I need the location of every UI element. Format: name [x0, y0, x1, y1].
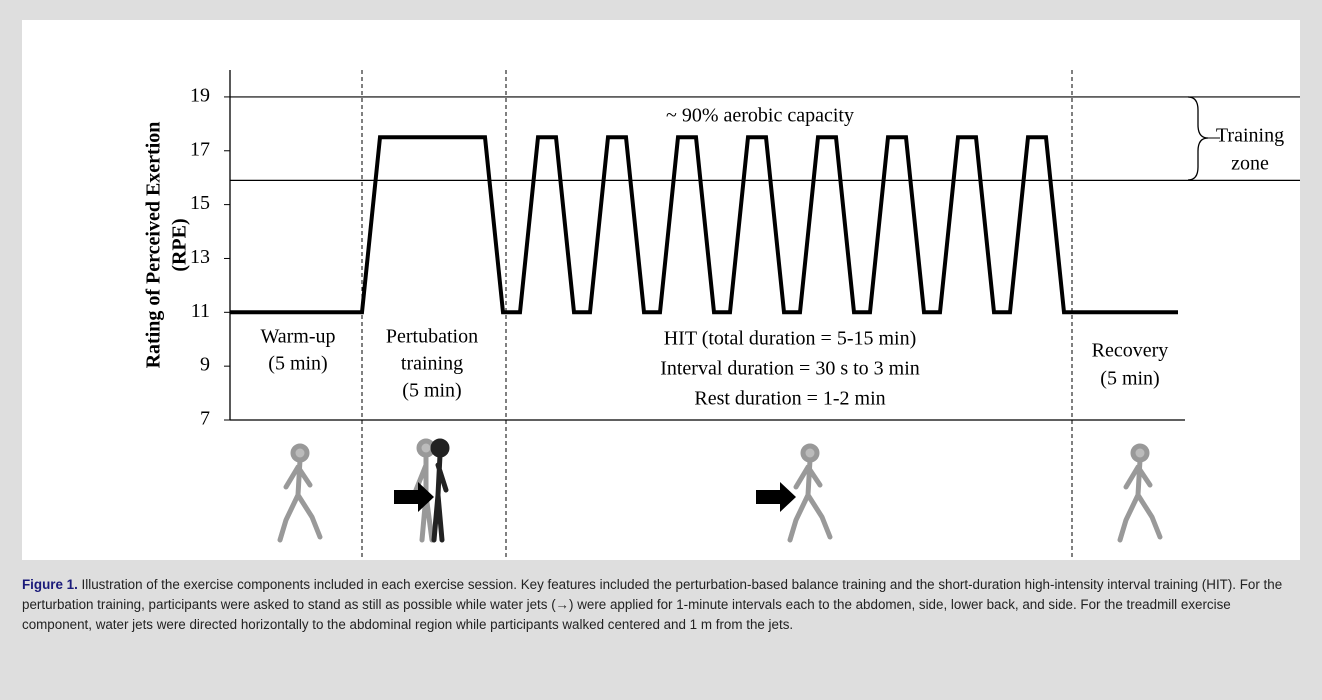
phase-label: (5 min): [1100, 368, 1159, 390]
phase-label: Rest duration = 1-2 min: [694, 388, 885, 410]
phase-label: Interval duration = 30 s to 3 min: [660, 358, 920, 380]
arrow: [756, 482, 796, 512]
y-tick-label: 13: [190, 246, 210, 268]
y-tick-label: 7: [200, 408, 210, 430]
caption-text: Illustration of the exercise components …: [22, 577, 1283, 632]
zone-label: Training: [1216, 125, 1284, 147]
y-tick-label: 19: [190, 85, 210, 107]
phase-label: Recovery: [1092, 340, 1169, 362]
phase-label: training: [401, 353, 463, 375]
phase-label: HIT (total duration = 5-15 min): [664, 328, 917, 350]
phase-dividers: [361, 70, 1073, 560]
brace: [1187, 96, 1209, 181]
y-tick-label: 11: [191, 300, 210, 322]
y-axis-title: (RPE): [169, 218, 191, 271]
walker: [277, 443, 323, 543]
walker: [787, 443, 833, 543]
rpe-line: [230, 135, 1178, 315]
figure: 7 9 11 13 15 17 19 Rating of Perceived Exertion…: [22, 20, 1300, 560]
y-tick-label: 15: [190, 192, 210, 214]
phase-label: Warm-up: [260, 326, 335, 348]
jet-arrows: [394, 482, 796, 512]
phase-label: (5 min): [402, 380, 461, 402]
zone-annotation: ~ 90% aerobic capacity: [666, 105, 854, 127]
phase-label: Pertubation: [386, 326, 478, 348]
zone-label: zone: [1231, 153, 1269, 175]
phase-label: (5 min): [268, 353, 327, 375]
y-tick-label: 9: [200, 354, 210, 376]
arrow: [394, 482, 434, 512]
y-axis-title: Rating of Perceived Exertion: [143, 122, 165, 369]
caption: Figure 1. Illustration of the exercise c…: [22, 575, 1300, 635]
y-tick-label: 17: [190, 138, 210, 160]
caption-label: Figure 1.: [22, 577, 78, 592]
walker: [1117, 443, 1163, 543]
stander: [413, 438, 450, 543]
figures: [277, 438, 1163, 543]
